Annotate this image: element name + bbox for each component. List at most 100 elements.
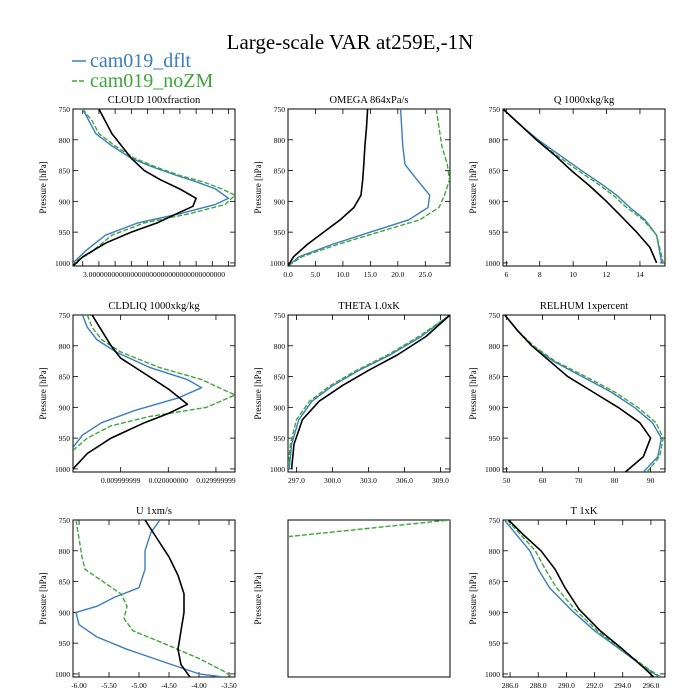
x-tick-label: 0.009999999	[101, 476, 141, 485]
y-tick-label: 750	[274, 105, 286, 114]
x-tick-label: 14	[636, 270, 644, 279]
series-group	[288, 315, 450, 469]
x-tick-label: 90	[647, 476, 655, 485]
series-group	[504, 315, 664, 472]
legend-label-cam019_noZM: cam019_noZM	[90, 70, 214, 92]
panel-title: Q 1000xkg/kg	[554, 95, 615, 106]
panel-title: T 1xK	[571, 506, 598, 517]
figure-title: Large-scale VAR at259E,-1N	[227, 30, 474, 54]
y-tick-label: 900	[59, 197, 71, 206]
y-tick-label: 900	[59, 608, 71, 617]
y-tick-label: 900	[489, 197, 501, 206]
plot-frame	[287, 314, 451, 473]
series-group	[288, 109, 450, 266]
series-line-cam019_dflt	[504, 315, 663, 472]
x-tick-label: -5.50	[101, 681, 117, 690]
y-tick-label: 900	[489, 608, 501, 617]
series-line-cam019_noZM	[288, 315, 450, 469]
panel-4: CLDLIQ 1000xkg/kg Pressure [hPa] 750 800 850…	[38, 301, 236, 485]
series-line-cam019_dflt	[75, 520, 224, 677]
y-tick-label: 850	[59, 373, 71, 382]
panel-title: CLDLIQ 1000xkg/kg	[108, 301, 200, 312]
x-tick-label: -3.50	[221, 681, 237, 690]
series-line-obs	[288, 109, 369, 266]
plot-frame	[287, 519, 451, 678]
plot-frame	[502, 108, 666, 267]
panel-title: THETA 1.0xK	[338, 301, 400, 312]
y-tick-label: 900	[274, 197, 286, 206]
y-tick-label: 750	[489, 311, 501, 320]
series-line-obs	[503, 109, 658, 264]
x-tick-label: -4.00	[191, 681, 207, 690]
series-group	[503, 520, 662, 677]
panel-6: RELHUM 1xpercent Pressure [hPa] 750 800 850 9…	[468, 301, 666, 485]
y-tick-label: 1000	[55, 670, 70, 679]
plot-frame	[72, 314, 236, 473]
y-tick-label: 1000	[270, 259, 285, 268]
series-line-obs	[73, 109, 197, 266]
y-tick-label: 750	[274, 311, 286, 320]
series-line-cam019_noZM	[506, 520, 662, 677]
series-line-obs	[73, 315, 189, 470]
x-tick-label: 5.0	[311, 270, 321, 279]
y-tick-label: 800	[59, 136, 71, 145]
y-tick-label: 750	[489, 105, 501, 114]
y-tick-label: 850	[59, 167, 71, 176]
y-tick-label: 1000	[485, 259, 500, 268]
series-line-cam019_dflt	[503, 520, 660, 677]
y-tick-label: 750	[59, 516, 71, 525]
x-tick-label: 20.0	[391, 270, 404, 279]
y-axis-label: Pressure [hPa]	[253, 367, 263, 419]
x-tick-label: 303.0	[360, 476, 377, 485]
y-tick-label: 1000	[55, 465, 70, 474]
x-tick-label: 309.0	[432, 476, 449, 485]
x-tick-label: -5.00	[131, 681, 147, 690]
y-tick-label: 950	[59, 639, 71, 648]
x-tick-label: 297.0	[288, 476, 305, 485]
x-tick-label: 296.0	[642, 681, 659, 690]
y-tick-label: 800	[59, 547, 71, 556]
y-tick-label: 950	[489, 434, 501, 443]
y-axis-label: Pressure [hPa]	[38, 367, 48, 419]
series-line-obs	[144, 520, 191, 677]
x-tick-label: -4.50	[161, 681, 177, 690]
y-tick-label: 800	[489, 342, 501, 351]
x-tick-label: 80	[611, 476, 619, 485]
panel-title: OMEGA 864xPa/s	[329, 95, 408, 106]
series-group	[73, 109, 235, 266]
x-tick-label: 60	[539, 476, 547, 485]
y-tick-label: 1000	[485, 670, 500, 679]
y-tick-label: 950	[489, 228, 501, 237]
y-tick-label: 850	[489, 578, 501, 587]
x-tick-label: 15.0	[364, 270, 377, 279]
y-axis-label: Pressure [hPa]	[468, 572, 478, 624]
x-tick-label: 290.0	[558, 681, 575, 690]
x-tick-label: 0.020000000	[149, 476, 189, 485]
series-line-cam019_noZM	[288, 109, 450, 266]
panel-title: CLOUD 100xfraction	[108, 95, 201, 106]
y-tick-label: 800	[59, 342, 71, 351]
y-tick-label: 850	[274, 167, 286, 176]
y-axis-label: Pressure [hPa]	[38, 572, 48, 624]
x-tick-label: 286.0	[502, 681, 519, 690]
panel-5: THETA 1.0xK Pressure [hPa] 750 800 850 900 950…	[253, 301, 451, 485]
y-tick-label: 950	[489, 639, 501, 648]
y-axis-label: Pressure [hPa]	[468, 161, 478, 213]
x-tick-labels: 3.000000000000000000000000000000000000	[83, 270, 225, 279]
plot-frame	[502, 314, 666, 473]
series-line-cam019_dflt	[503, 109, 663, 264]
y-tick-label: 750	[489, 516, 501, 525]
series-line-cam019_dflt	[288, 315, 450, 469]
x-tick-label: 8	[538, 270, 542, 279]
y-tick-label: 850	[489, 167, 501, 176]
x-tick-label: 294.0	[614, 681, 631, 690]
series-line-cam019_noZM	[504, 315, 664, 472]
x-tick-label: 288.0	[530, 681, 547, 690]
plot-frame	[72, 519, 236, 678]
y-axis-label: Pressure [hPa]	[253, 161, 263, 213]
series-group	[73, 315, 235, 470]
panel-3: Q 1000xkg/kg Pressure [hPa] 750 800 850 900 95…	[468, 95, 666, 279]
legend-label-cam019_dflt: cam019_dflt	[90, 50, 192, 72]
